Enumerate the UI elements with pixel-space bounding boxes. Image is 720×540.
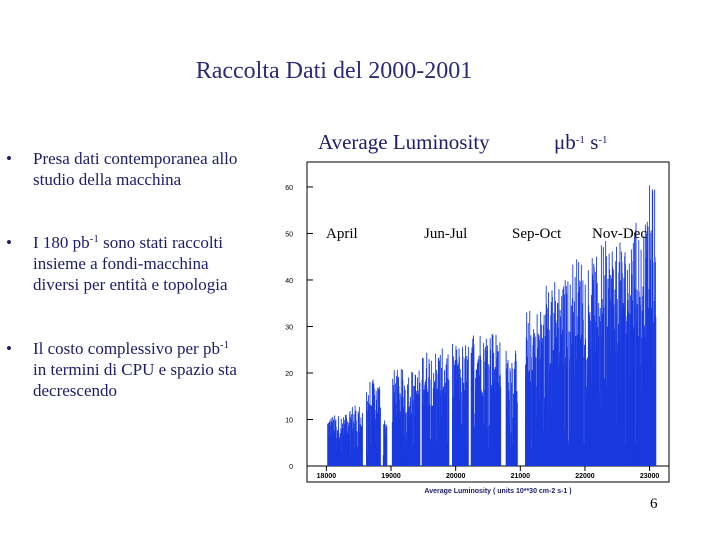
x-tick-label: 23000 xyxy=(640,473,660,480)
page-number: 6 xyxy=(650,496,658,512)
y-tick-label: 60 xyxy=(285,185,293,192)
x-tick-label: 21000 xyxy=(511,473,531,480)
chart-header-unit: μb-1 s-1 xyxy=(554,130,608,155)
bullet-text: sono stati raccolti xyxy=(98,233,224,252)
period-label-sep-oct: Sep-Oct xyxy=(512,226,562,242)
unit-sup: -1 xyxy=(575,134,585,146)
bullet-marker: • xyxy=(6,339,12,358)
plot-frame xyxy=(306,161,670,483)
y-tick-label: 40 xyxy=(285,278,293,285)
x-axis-label: Average Luminosity ( units 10**30 cm-2 s… xyxy=(424,488,571,495)
chart-header-label: Average Luminosity xyxy=(318,130,490,154)
x-tick-label: 20000 xyxy=(446,473,466,480)
period-label-jun-jul: Jun-Jul xyxy=(424,226,468,242)
y-tick-label: 0 xyxy=(289,464,293,471)
bullet-line: Presa dati contemporanea allo xyxy=(33,149,238,168)
bullet-line: Il costo complessivo per pb-1 xyxy=(33,338,298,359)
y-tick-label: 10 xyxy=(285,417,293,424)
y-tick-label: 50 xyxy=(285,231,293,238)
bullet-line: studio della macchina xyxy=(33,170,182,189)
unit-s: s xyxy=(584,130,599,154)
superscript: -1 xyxy=(219,339,230,351)
bullet-line: in termini di CPU e spazio sta xyxy=(33,360,237,379)
period-label-nov-dec: Nov-Dec xyxy=(592,226,647,242)
x-tick-label: 19000 xyxy=(381,473,401,480)
bullet-line: I 180 pb-1 sono stati raccolti xyxy=(33,232,298,253)
bullet-line: insieme a fondi-macchina xyxy=(33,254,209,273)
bullet-line: diversi per entità e topologia xyxy=(33,275,228,294)
bullet-text: I 180 pb xyxy=(33,233,90,252)
bullet-text: Il costo complessivo per pb xyxy=(33,339,220,358)
bullet-marker: • xyxy=(6,149,12,168)
superscript: -1 xyxy=(89,233,99,245)
bullet-line: decrescendo xyxy=(33,381,118,400)
y-tick-label: 30 xyxy=(285,324,293,331)
unit-mu: μb xyxy=(554,130,576,154)
y-tick-label: 20 xyxy=(285,371,293,378)
bullet-marker: • xyxy=(6,233,12,252)
slide-title: Raccolta Dati del 2000-2001 xyxy=(195,58,473,84)
unit-sup: -1 xyxy=(598,134,608,146)
period-label-april: April xyxy=(326,226,358,242)
x-tick-label: 22000 xyxy=(575,473,595,480)
x-tick-label: 18000 xyxy=(317,473,337,480)
